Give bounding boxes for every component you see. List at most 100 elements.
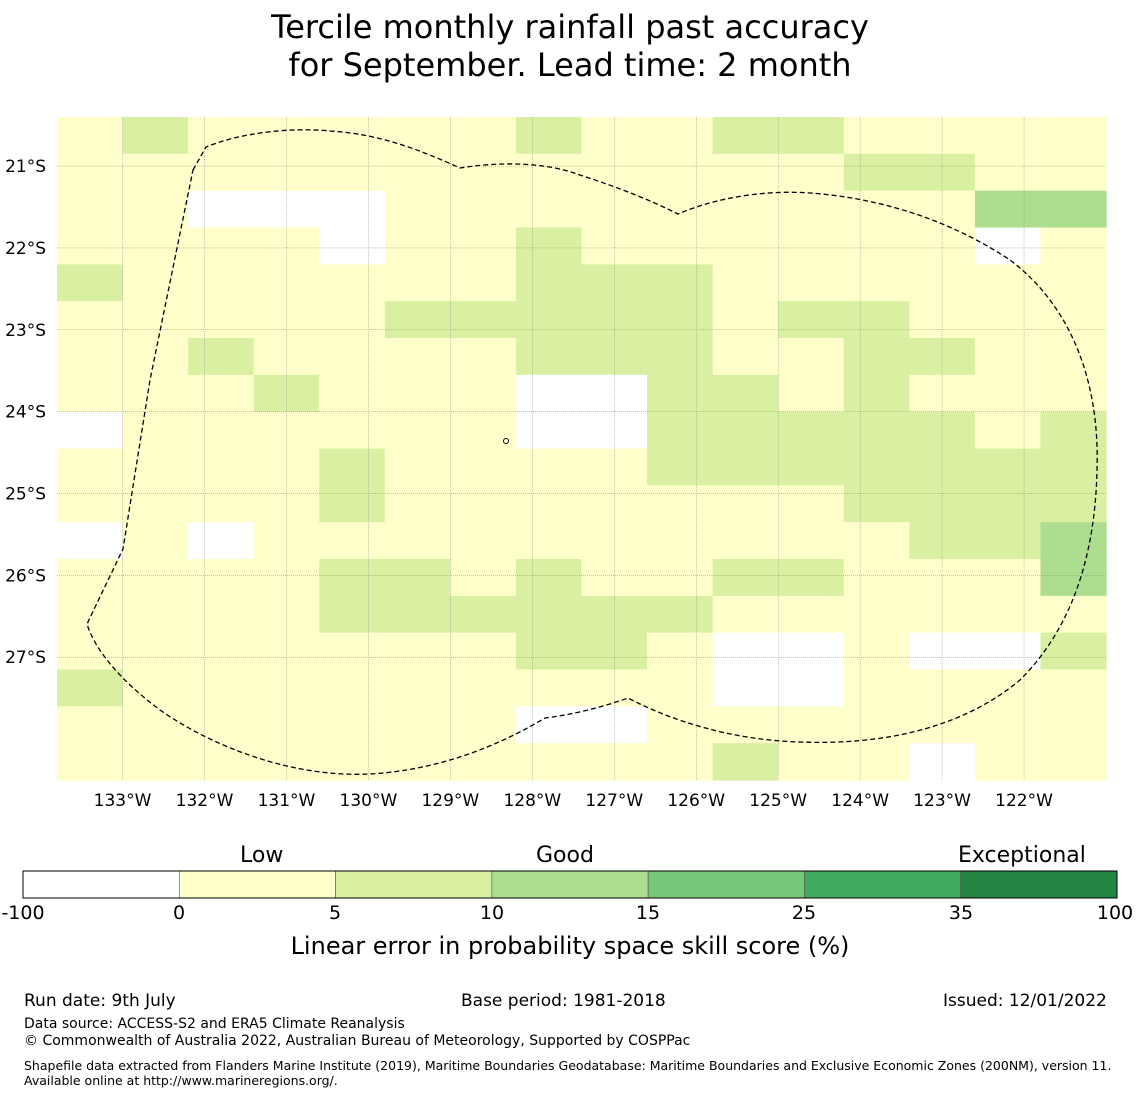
skill-cell (778, 595, 845, 634)
skill-cell (122, 153, 189, 192)
skill-cell (319, 338, 386, 376)
skill-cell (843, 522, 910, 560)
longitude-label: 122°W (995, 791, 1053, 811)
skill-cell (581, 117, 648, 155)
skill-cell (515, 117, 583, 155)
latitude-label: 22°S (5, 239, 46, 259)
skill-cell (647, 301, 714, 339)
longitude-label: 129°W (421, 791, 479, 811)
skill-cell (515, 632, 583, 671)
skill-cell (909, 485, 976, 523)
skill-cell (253, 411, 320, 450)
skill-cell (581, 485, 648, 523)
skill-cell (122, 632, 189, 671)
skill-cell (581, 669, 648, 707)
shapefile-credit: Shapefile data extracted from Flanders M… (24, 1058, 1112, 1088)
skill-cell (253, 153, 320, 192)
skill-cell (122, 743, 189, 781)
skill-cell (57, 669, 124, 707)
skill-cell (647, 743, 714, 781)
skill-cell (384, 411, 451, 450)
skill-cell (384, 743, 451, 781)
skill-cell (712, 669, 779, 707)
skill-cell (253, 559, 320, 597)
skill-cell (909, 706, 976, 744)
eez-boundary-line (86, 129, 1098, 775)
skill-cell (188, 374, 255, 413)
skill-cell (384, 117, 451, 155)
skill-cell (319, 190, 386, 229)
skill-cell (57, 411, 124, 450)
skill-cell (647, 338, 714, 376)
issued-date: Issued: 12/01/2022 (943, 991, 1107, 1011)
colorbar-tick: 35 (948, 902, 974, 924)
skill-cell (843, 669, 910, 707)
skill-cell (647, 227, 714, 265)
skill-cell (843, 559, 910, 597)
skill-cell (1040, 522, 1107, 560)
skill-cell (57, 153, 124, 192)
skill-cell (515, 522, 583, 560)
skill-cell (843, 117, 910, 155)
skill-cell (1040, 301, 1107, 339)
latitude-label: 23°S (5, 321, 46, 341)
skill-cell (909, 301, 976, 339)
skill-cell (843, 227, 910, 265)
skill-cell (188, 411, 255, 450)
skill-cell (974, 190, 1042, 229)
copyright: © Commonwealth of Australia 2022, Austra… (24, 1033, 691, 1049)
skill-cell (384, 632, 451, 671)
skill-cell (188, 485, 255, 523)
skill-cell (319, 117, 386, 155)
skill-cell (843, 190, 910, 229)
skill-cell (253, 338, 320, 376)
skill-cell (122, 117, 189, 155)
colorbar-segment (647, 870, 805, 899)
skill-cell (57, 227, 124, 265)
skill-cell (57, 264, 124, 302)
colorbar-tick: 0 (172, 902, 186, 924)
colorbar-tick: 25 (791, 902, 817, 924)
skill-cell (253, 522, 320, 560)
skill-cell (1040, 338, 1107, 376)
skill-cell (450, 669, 517, 707)
eez-boundary (86, 129, 1098, 775)
skill-cell (647, 632, 714, 671)
skill-cell (188, 743, 255, 781)
skill-cell (384, 264, 451, 302)
skill-cell (515, 338, 583, 376)
graticule (57, 117, 1106, 780)
skill-cell (515, 190, 583, 229)
island-marker (503, 438, 509, 444)
skill-cell (1040, 227, 1107, 265)
skill-cell (974, 264, 1042, 302)
skill-cell (384, 485, 451, 523)
skill-cell (581, 448, 648, 486)
skill-cell (778, 632, 845, 671)
skill-cell (581, 411, 648, 450)
skill-cell (909, 448, 976, 486)
skill-cell (253, 448, 320, 486)
skill-cell (450, 264, 517, 302)
skill-cell (778, 706, 845, 744)
skill-cell (712, 632, 779, 671)
skill-cell (974, 448, 1042, 486)
skill-cell (974, 153, 1042, 192)
skill-cell (384, 338, 451, 376)
colorbar-tick: 5 (328, 902, 342, 924)
skill-cell (843, 632, 910, 671)
skill-cell (909, 595, 976, 634)
skill-cell (581, 595, 648, 634)
skill-cell (974, 338, 1042, 376)
skill-cell (1040, 264, 1107, 302)
skill-cell (122, 522, 189, 560)
skill-cell (843, 448, 910, 486)
skill-cell (253, 743, 320, 781)
skill-cell (843, 743, 910, 781)
skill-cell (515, 706, 583, 744)
skill-cell (253, 117, 320, 155)
skill-cell (319, 411, 386, 450)
skill-cell (188, 153, 255, 192)
skill-cell (909, 522, 976, 560)
